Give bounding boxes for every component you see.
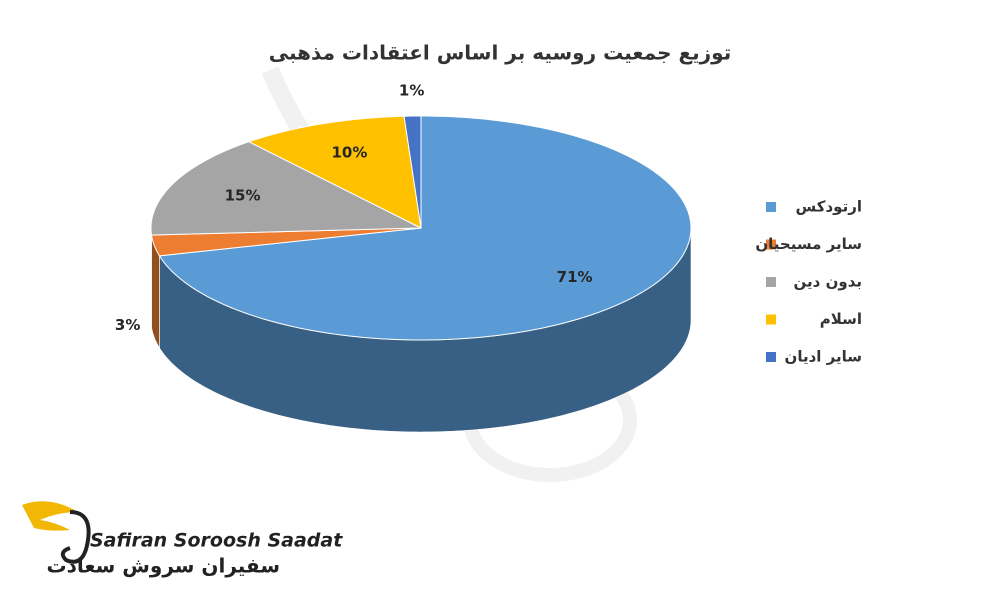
slice <box>403 115 422 229</box>
logo-swan <box>60 510 91 564</box>
legend-label: بدون دین <box>794 273 862 291</box>
slice <box>158 115 692 341</box>
legend: ارتودکس سایر مسیحیان بدون دین اسلام سایر ادی… <box>755 198 862 366</box>
chart-title: توزیع جمعیت روسیه بر اساس اعتقادات مذهبی <box>269 41 731 65</box>
legend-swatch <box>766 352 776 362</box>
legend-label: اسلام <box>820 310 862 328</box>
slice <box>150 141 422 236</box>
legend-swatch <box>766 239 776 250</box>
slice <box>150 227 422 257</box>
legend-swatch <box>766 202 776 212</box>
data-label: 71% <box>557 268 593 286</box>
logo-latin: Safiran Soroosh Saadat <box>90 530 343 552</box>
slice <box>247 115 422 229</box>
data-label: 10% <box>331 144 367 162</box>
logo: Safiran Soroosh Saadat سفیران سروش سعادت <box>22 501 343 578</box>
data-label: 3% <box>115 316 140 334</box>
data-label: 15% <box>225 186 261 204</box>
pie: 71% 3% 15% 10% 1% <box>115 81 692 433</box>
logo-persian: سفیران سروش سعادت <box>47 554 281 578</box>
legend-label: سایر مسیحیان <box>755 235 862 253</box>
logo-wing <box>22 501 78 531</box>
legend-swatch <box>766 277 776 287</box>
legend-swatch <box>766 314 776 325</box>
legend-label: ارتودکس <box>796 198 862 216</box>
data-label: 1% <box>399 81 424 99</box>
legend-label: سایر ادیان <box>785 348 862 366</box>
slice-side <box>150 227 152 328</box>
